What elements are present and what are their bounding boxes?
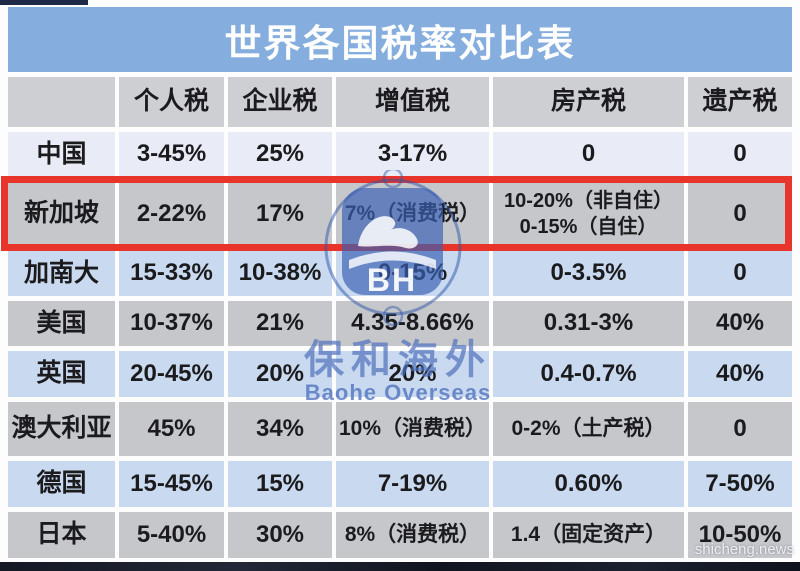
country-cell: 中国 [8, 132, 115, 177]
value-cell: 40% [688, 301, 792, 346]
value-cell: 0 [688, 182, 792, 246]
value-cell: 0 [688, 402, 792, 456]
value-cell: 34% [228, 402, 332, 456]
value-cell: 0 [493, 132, 684, 177]
column-header-property-tax: 房产税 [493, 77, 684, 127]
page-title: 世界各国税率对比表 [224, 22, 576, 64]
value-cell: 17% [228, 182, 332, 246]
site-watermark: shicheng.news [694, 541, 794, 558]
value-cell: 21% [228, 301, 332, 346]
value-cell: 0.4-0.7% [493, 351, 684, 397]
value-cell: 7-50% [688, 461, 792, 507]
column-header-corporate-tax: 企业税 [228, 77, 332, 127]
value-cell: 30% [228, 512, 332, 558]
value-cell: 0 [688, 251, 792, 296]
value-cell: 20% [228, 351, 332, 397]
value-cell: 5-40% [119, 512, 224, 558]
column-header-country [8, 77, 115, 127]
value-cell: 7-19% [336, 461, 489, 507]
bottom-edge-band [0, 562, 800, 571]
value-cell: 0-3.5% [493, 251, 684, 296]
value-cell: 2-22% [119, 182, 224, 246]
value-cell: 8%（消费税） [336, 512, 489, 558]
value-cell: 25% [228, 132, 332, 177]
value-cell: 3-45% [119, 132, 224, 177]
value-cell: 10-38% [228, 251, 332, 296]
value-cell: 7%（消费税） [336, 182, 489, 246]
value-cell: 0.31-3% [493, 301, 684, 346]
column-header-inheritance-tax: 遗产税 [688, 77, 792, 127]
country-cell: 美国 [8, 301, 115, 346]
country-cell-highlighted: 新加坡 [8, 182, 115, 246]
value-cell: 3-17% [336, 132, 489, 177]
value-cell: 0-15% [336, 251, 489, 296]
value-cell: 1.4（固定资产） [493, 512, 684, 558]
value-cell: 10-50% [688, 512, 792, 558]
value-cell: 0-2%（土产税） [493, 402, 684, 456]
value-cell: 40% [688, 351, 792, 397]
value-cell: 20-45% [119, 351, 224, 397]
value-cell: 10%（消费税） [336, 402, 489, 456]
tax-comparison-table: 个人税 企业税 增值税 房产税 遗产税 中国 3-45% 25% 3-17% 0… [8, 77, 792, 558]
country-cell: 德国 [8, 461, 115, 507]
country-cell: 日本 [8, 512, 115, 558]
value-cell: 45% [119, 402, 224, 456]
country-cell: 英国 [8, 351, 115, 397]
value-cell: 10-37% [119, 301, 224, 346]
value-cell: 4.35-8.66% [336, 301, 489, 346]
title-bar: 世界各国税率对比表 [8, 7, 792, 72]
value-cell: 0.60% [493, 461, 684, 507]
value-cell: 15% [228, 461, 332, 507]
value-cell: 15-45% [119, 461, 224, 507]
column-header-personal-tax: 个人税 [119, 77, 224, 127]
country-cell: 澳大利亚 [8, 402, 115, 456]
value-cell: 10-20%（非自住） 0-15%（自住） [493, 182, 684, 246]
value-cell: 15-33% [119, 251, 224, 296]
country-cell: 加南大 [8, 251, 115, 296]
value-cell: 0 [688, 132, 792, 177]
column-header-vat: 增值税 [336, 77, 489, 127]
value-cell: 20% [336, 351, 489, 397]
top-edge-fragment [0, 0, 88, 5]
